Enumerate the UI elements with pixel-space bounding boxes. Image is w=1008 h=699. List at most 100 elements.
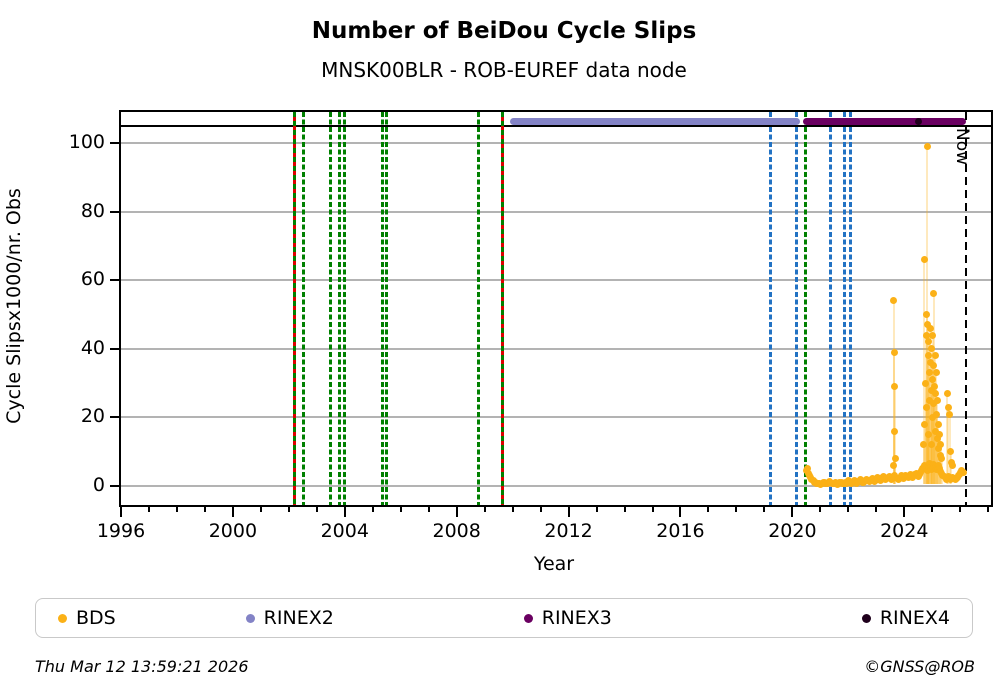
x-minor-tick-mark <box>931 507 934 512</box>
data-point <box>922 379 930 387</box>
data-point <box>890 348 898 356</box>
event-line-green <box>338 112 342 505</box>
x-minor-tick-mark <box>735 507 738 512</box>
rinex2-marker-icon <box>245 613 255 623</box>
y-tick-mark <box>110 347 119 350</box>
legend-box: BDS RINEX2 RINEX3 RINEX4 <box>35 598 973 638</box>
x-tick-label: 2020 <box>768 520 817 542</box>
legend-item-rinex2: RINEX2 <box>245 607 334 629</box>
y-tick-label: 0 <box>92 474 105 497</box>
data-point <box>890 427 898 435</box>
y-tick-label: 20 <box>80 405 105 428</box>
data-point-stem <box>931 417 934 485</box>
x-tick-label: 2008 <box>432 520 481 542</box>
x-minor-tick-mark <box>987 507 990 512</box>
data-point-stem <box>934 431 937 485</box>
page-subtitle: MNSK00BLR - ROB-EUREF data node <box>321 58 687 82</box>
legend-item-bds: BDS <box>58 607 116 629</box>
data-point-stem <box>947 407 950 485</box>
event-line-green <box>328 112 332 505</box>
data-point-stem <box>930 390 933 485</box>
data-point <box>891 383 899 391</box>
x-major-tick-mark <box>455 507 458 517</box>
x-tick-label: 1996 <box>96 520 146 542</box>
y-axis-label: Cycle Slipsx1000/nr. Obs <box>3 188 25 424</box>
data-point <box>931 352 939 360</box>
data-point <box>923 466 931 474</box>
data-point <box>923 311 931 318</box>
legend-item-rinex4: RINEX4 <box>861 607 950 629</box>
y-gridline <box>121 347 991 350</box>
data-point-stem <box>946 393 949 485</box>
rinex3-marker-icon <box>523 613 533 623</box>
data-point <box>933 410 941 418</box>
x-minor-tick-mark <box>399 507 402 512</box>
now-line <box>964 112 968 505</box>
x-minor-tick-mark <box>287 507 290 512</box>
x-major-tick-mark <box>120 507 122 517</box>
data-point-stem <box>934 355 937 485</box>
x-minor-tick-mark <box>959 507 962 512</box>
y-tick-label: 100 <box>68 130 105 153</box>
data-point <box>925 338 933 346</box>
data-point <box>934 420 942 428</box>
data-point <box>944 403 952 411</box>
data-point <box>889 462 897 470</box>
top-rule-line <box>121 124 991 128</box>
x-major-tick-mark <box>679 507 682 517</box>
y-tick-mark <box>110 279 119 282</box>
event-line-green <box>803 112 807 505</box>
x-minor-tick-mark <box>707 507 710 512</box>
y-tick-label: 40 <box>80 336 105 359</box>
y-tick-label: 80 <box>80 199 105 222</box>
data-point <box>920 256 928 264</box>
x-major-tick-mark <box>231 507 234 517</box>
data-point <box>925 369 933 377</box>
bds-marker-icon <box>58 613 67 623</box>
data-point <box>928 413 936 421</box>
data-point <box>923 142 931 150</box>
x-tick-label: 2000 <box>208 520 258 542</box>
x-minor-tick-mark <box>595 507 598 512</box>
credit-label: ©GNSS@ROB <box>864 657 975 676</box>
data-point <box>932 369 940 377</box>
event-line-green <box>380 112 384 505</box>
rinex-bar-rinex4 <box>915 118 922 125</box>
y-tick-mark <box>110 141 119 144</box>
event-line-red-green <box>501 112 505 505</box>
x-minor-tick-mark <box>875 507 878 512</box>
x-minor-tick-mark <box>539 507 542 512</box>
plot-canvas: 0 20 40 60 80 100 1996 2000 2004 2008 2012 2016 2020… <box>69 112 991 542</box>
data-point-stem <box>931 335 934 485</box>
event-line-blue <box>768 112 772 505</box>
y-tick-label: 60 <box>80 268 105 291</box>
data-point-stem <box>936 438 939 485</box>
x-major-tick-mark <box>343 507 346 517</box>
x-minor-tick-mark <box>511 507 514 512</box>
x-minor-tick-mark <box>427 507 430 512</box>
data-point <box>921 420 929 428</box>
data-point <box>924 431 932 439</box>
data-point <box>890 297 898 305</box>
data-point <box>929 362 937 370</box>
x-minor-tick-mark <box>847 507 850 512</box>
data-point <box>928 345 936 353</box>
legend-label: RINEX2 <box>263 607 334 629</box>
data-point <box>959 469 967 477</box>
data-point-stem <box>927 355 930 485</box>
plot-area: 0 20 40 60 80 100 1996 2000 2004 2008 2012 2016 2020… <box>69 110 993 542</box>
x-minor-tick-mark <box>203 507 206 512</box>
legend-label: RINEX3 <box>541 607 612 629</box>
data-point <box>937 441 945 449</box>
data-point-stem <box>923 259 926 485</box>
x-major-tick-mark <box>567 507 570 517</box>
x-minor-tick-mark <box>259 507 262 512</box>
data-point <box>926 324 934 332</box>
event-line-blue <box>843 112 847 505</box>
event-line-green <box>302 112 306 505</box>
data-point <box>932 389 940 397</box>
data-point <box>929 331 937 339</box>
data-point <box>927 386 935 394</box>
data-point <box>933 396 941 404</box>
data-point <box>922 331 930 339</box>
